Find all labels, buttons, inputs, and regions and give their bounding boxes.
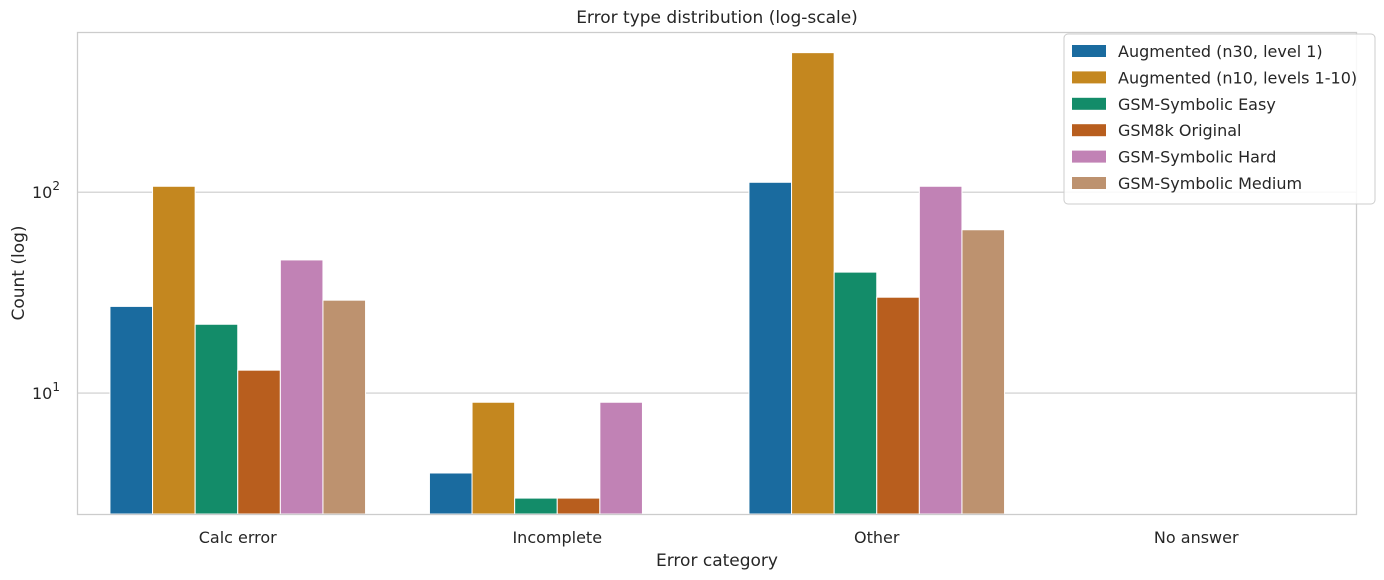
legend: Augmented (n30, level 1) Augmented (n10, … bbox=[1063, 33, 1376, 205]
legend-box bbox=[1063, 33, 1376, 205]
bar bbox=[237, 369, 281, 515]
bar bbox=[471, 401, 516, 515]
legend-label: GSM-Symbolic Easy bbox=[1118, 95, 1276, 114]
y-tick-label: 102 bbox=[32, 179, 60, 202]
bar bbox=[918, 185, 963, 515]
y-axis-label: Count (log) bbox=[9, 225, 29, 320]
bar bbox=[109, 305, 154, 515]
bar bbox=[876, 296, 920, 515]
bar bbox=[279, 259, 324, 515]
bar bbox=[599, 401, 643, 515]
bar bbox=[428, 472, 473, 515]
y-tick-labels: 101 102 bbox=[32, 179, 60, 403]
y-gridlines bbox=[78, 191, 1356, 394]
legend-swatch bbox=[1072, 177, 1106, 189]
bar bbox=[152, 185, 196, 515]
x-tick-label: Other bbox=[854, 528, 900, 547]
legend-label: Augmented (n10, levels 1-10) bbox=[1118, 68, 1357, 87]
x-tick-label: Incomplete bbox=[512, 528, 602, 547]
legend-swatch bbox=[1072, 124, 1106, 137]
legend-label: GSM8k Original bbox=[1118, 121, 1242, 140]
x-axis-label: Error category bbox=[656, 551, 778, 571]
bar bbox=[556, 497, 601, 515]
legend-label: Augmented (n30, level 1) bbox=[1118, 42, 1323, 61]
chart-title: Error type distribution (log-scale) bbox=[576, 8, 858, 28]
legend-swatch bbox=[1072, 150, 1106, 163]
legend-swatch bbox=[1072, 71, 1106, 84]
x-tick-label: No answer bbox=[1154, 528, 1239, 547]
legend-swatch bbox=[1072, 97, 1106, 110]
bar bbox=[194, 323, 239, 515]
bar bbox=[791, 52, 835, 515]
bar bbox=[514, 497, 558, 515]
bar bbox=[748, 181, 793, 515]
legend-swatch bbox=[1072, 45, 1106, 57]
legend-label: GSM-Symbolic Medium bbox=[1118, 174, 1302, 193]
plot-frame bbox=[76, 31, 1358, 516]
x-tick-labels: Calc error Incomplete Other No answer bbox=[199, 528, 1239, 547]
bar bbox=[961, 229, 1006, 515]
y-tick-label: 101 bbox=[32, 380, 60, 403]
x-tick-label: Calc error bbox=[199, 528, 277, 547]
bar bbox=[322, 299, 367, 515]
bars bbox=[109, 52, 1006, 515]
bar bbox=[833, 271, 878, 515]
legend-label: GSM-Symbolic Hard bbox=[1118, 148, 1276, 167]
